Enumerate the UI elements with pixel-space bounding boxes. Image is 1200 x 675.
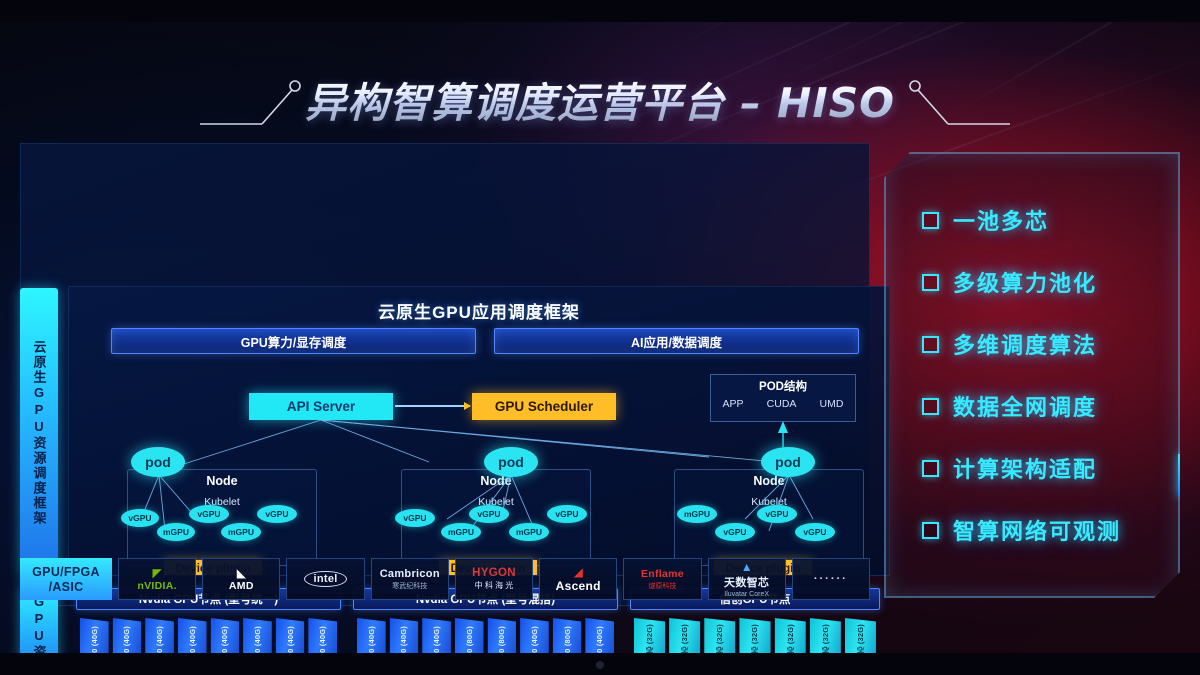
vendor-name: nVIDIA.	[137, 579, 177, 592]
node-label-1: Node	[480, 474, 512, 488]
feature-label: 多维调度算法	[953, 333, 1098, 358]
gpu-chip-vgpu-1-0[interactable]: vGPU	[395, 509, 435, 527]
vendor-subtitle: 中 科 海 光	[474, 581, 514, 590]
vendor-cell-0[interactable]: GPU/FPGA/ASIC	[20, 558, 112, 600]
gpu-chip-mgpu-0-4[interactable]: mGPU	[221, 523, 261, 541]
pod-bubble-0[interactable]: pod	[131, 447, 185, 477]
feature-label: 计算架构适配	[953, 457, 1098, 482]
feature-label: 数据全网调度	[953, 395, 1098, 420]
checkbox-icon[interactable]	[922, 274, 939, 291]
vendor-logo-row: GPU/FPGA/ASIC ◤ nVIDIA. ◣ AMD intel Cambricon 寒…	[20, 558, 870, 600]
vendor-name: intel	[304, 571, 347, 587]
vendor-subtitle: 寒武纪科技	[392, 582, 428, 590]
top-letterbox-bar	[0, 0, 1200, 22]
pod-structure-title: POD结构	[759, 381, 807, 393]
feature-label: 一池多芯	[953, 209, 1050, 234]
checkbox-icon[interactable]	[922, 522, 939, 539]
vendor-logo-icon: ◢	[573, 564, 583, 579]
vendor-name: Cambricon	[379, 567, 440, 580]
title-area: 异构智算调度运营平台 – HISO	[0, 66, 1200, 132]
feature-item-0[interactable]: 一池多芯	[922, 193, 1168, 247]
pod-structure-items: APP CUDA UMD	[711, 398, 855, 410]
feature-list: 一池多芯多级算力池化 多维调度算法 数据全网调度 计算架构适配 智算网络可观测	[896, 164, 1168, 586]
vendor-cell-8[interactable]: ▲ 天数智芯 Iluvatar CoreX	[707, 558, 786, 600]
gpu-chip-mgpu-0-1[interactable]: mGPU	[157, 523, 195, 541]
pod-structure-item-app: APP	[722, 398, 744, 410]
topbar-gpu-compute[interactable]: GPU算力/显存调度	[111, 328, 476, 354]
vendor-subtitle: /ASIC	[48, 579, 84, 594]
gpu-chip-vgpu-2-2[interactable]: vGPU	[757, 505, 797, 523]
pod-bubble-2[interactable]: pod	[761, 447, 815, 477]
gpu-chip-mgpu-2-0[interactable]: mGPU	[677, 505, 717, 523]
node-label-0: Node	[206, 474, 238, 488]
feature-item-3[interactable]: 数据全网调度	[922, 379, 1168, 433]
vertical-label-framework: 云原生GPU资源调度框架	[20, 288, 58, 578]
gpu-chip-vgpu-0-0[interactable]: vGPU	[121, 509, 159, 527]
feature-item-5[interactable]: 智算网络可观测	[922, 503, 1168, 557]
checkbox-icon[interactable]	[922, 460, 939, 477]
feature-item-2[interactable]: 多维调度算法	[922, 317, 1168, 371]
pod-structure-item-cuda: CUDA	[766, 398, 797, 410]
title-right-decoration	[890, 66, 1010, 132]
gpu-chip-vgpu-1-2[interactable]: vGPU	[469, 505, 509, 523]
section-title: 云原生GPU应用调度框架	[378, 303, 580, 322]
vendor-name: ······	[813, 573, 848, 585]
vendor-name: GPU/FPGA	[32, 564, 100, 579]
gpu-chip-mgpu-1-1[interactable]: mGPU	[441, 523, 481, 541]
gpu-scheduler-box[interactable]: GPU Scheduler	[472, 393, 616, 420]
vendor-name: Ascend	[555, 578, 601, 593]
vendor-logo-icon: ◣	[236, 565, 246, 580]
checkbox-icon[interactable]	[922, 398, 939, 415]
node-label-2: Node	[753, 474, 785, 488]
vendor-cell-2[interactable]: ◣ AMD	[202, 558, 281, 600]
vendor-subtitle: Iluvatar CoreX	[724, 590, 770, 598]
vendor-name: Enflame	[640, 567, 684, 580]
gpu-chip-mgpu-1-3[interactable]: mGPU	[509, 523, 549, 541]
vendor-name: 天数智芯	[724, 576, 770, 589]
vendor-name: HYGON	[472, 567, 516, 579]
vendor-cell-5[interactable]: HYGON 中 科 海 光	[454, 558, 534, 600]
vendor-name: AMD	[228, 579, 254, 592]
vendor-cell-6[interactable]: ◢ Ascend	[539, 558, 618, 600]
checkbox-icon[interactable]	[922, 212, 939, 229]
vendor-logo-icon: ▲	[740, 559, 753, 574]
title-left-decoration	[200, 66, 320, 132]
pod-bubble-1[interactable]: pod	[484, 447, 538, 477]
cloud-native-gpu-framework-section: 云原生GPU应用调度框架 GPU算力/显存调度 AI应用/数据调度	[68, 286, 890, 576]
vendor-cell-7[interactable]: Enflame 燧原科技	[623, 558, 702, 600]
pod-structure-box: POD结构 APP CUDA UMD	[710, 374, 856, 422]
vendor-cell-4[interactable]: Cambricon 寒武纪科技	[370, 558, 449, 600]
page-title: 异构智算调度运营平台 – HISO	[305, 69, 895, 129]
vendor-cell-1[interactable]: ◤ nVIDIA.	[118, 558, 197, 600]
api-server-box[interactable]: API Server	[249, 393, 393, 420]
feature-label: 多级算力池化	[953, 271, 1098, 296]
topbar-ai-data[interactable]: AI应用/数据调度	[494, 328, 859, 354]
feature-panel: 一池多芯多级算力池化 多维调度算法 数据全网调度 计算架构适配 智算网络可观测	[884, 152, 1180, 598]
feature-label: 智算网络可观测	[953, 519, 1122, 544]
gpu-chip-vgpu-0-2[interactable]: vGPU	[189, 505, 229, 523]
gpu-chip-vgpu-1-4[interactable]: vGPU	[547, 505, 587, 523]
bottom-letterbox-bar	[0, 653, 1200, 675]
panel-side-tab	[1178, 454, 1188, 496]
feature-item-4[interactable]: 计算架构适配	[922, 441, 1168, 495]
vendor-subtitle: 燧原科技	[648, 582, 677, 590]
gpu-chip-vgpu-2-1[interactable]: vGPU	[715, 523, 755, 541]
vertical-label-framework-text: 云原生GPU资源调度框架	[31, 340, 47, 526]
gpu-chip-vgpu-0-3[interactable]: vGPU	[257, 505, 297, 523]
vendor-cell-9[interactable]: ······	[791, 558, 870, 600]
vendor-logo-icon: ◤	[152, 565, 162, 580]
feature-item-1[interactable]: 多级算力池化	[922, 255, 1168, 309]
pod-structure-item-umd: UMD	[819, 398, 844, 410]
gpu-chip-vgpu-2-3[interactable]: vGPU	[795, 523, 835, 541]
checkbox-icon[interactable]	[922, 336, 939, 353]
architecture-panel: 云原生GPU资源调度框架 GPU资源 云原生GPU应用调度框架 GPU算力/显存…	[20, 143, 890, 675]
api-to-scheduler-arrow	[395, 402, 471, 410]
vendor-cell-3[interactable]: intel	[286, 558, 365, 600]
